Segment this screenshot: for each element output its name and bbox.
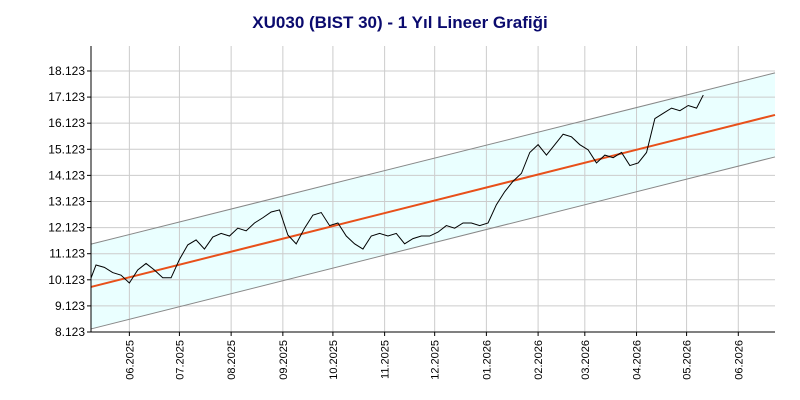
x-tick-label: 03.2026 — [580, 340, 592, 380]
x-tick-label: 06.2025 — [124, 340, 136, 380]
x-tick-label: 04.2026 — [632, 340, 644, 380]
y-tick-label: 17.123 — [48, 90, 85, 104]
x-tick-label: 10.2025 — [328, 340, 340, 380]
price-line — [90, 94, 704, 284]
x-tick-label: 01.2026 — [481, 340, 493, 380]
y-tick-label: 12.123 — [48, 221, 85, 235]
x-tick-label: 12.2025 — [430, 340, 442, 380]
x-tick-label: 02.2026 — [533, 340, 545, 380]
y-tick-label: 16.123 — [48, 116, 85, 130]
x-tick-label: 09.2025 — [278, 340, 290, 380]
x-tick-label: 06.2026 — [733, 340, 745, 380]
y-tick-label: 8.123 — [55, 325, 85, 339]
x-tick-label: 11.2025 — [380, 340, 392, 379]
regression-line — [90, 113, 776, 288]
y-tick-label: 18.123 — [48, 64, 85, 78]
chart-title: XU030 (BIST 30) - 1 Yıl Lineer Grafiği — [252, 13, 547, 32]
channel-line — [90, 156, 776, 330]
y-tick-label: 13.123 — [48, 194, 85, 208]
y-tick-label: 9.123 — [55, 299, 85, 313]
x-tick-label: 08.2025 — [226, 340, 238, 380]
y-tick-label: 10.123 — [48, 273, 85, 287]
y-tick-label: 14.123 — [48, 168, 85, 182]
y-tick-label: 15.123 — [48, 142, 85, 156]
y-tick-label: 11.123 — [49, 247, 85, 261]
x-tick-label: 07.2025 — [174, 340, 186, 380]
x-tick-label: 05.2026 — [682, 340, 694, 380]
channel-line — [90, 72, 776, 245]
